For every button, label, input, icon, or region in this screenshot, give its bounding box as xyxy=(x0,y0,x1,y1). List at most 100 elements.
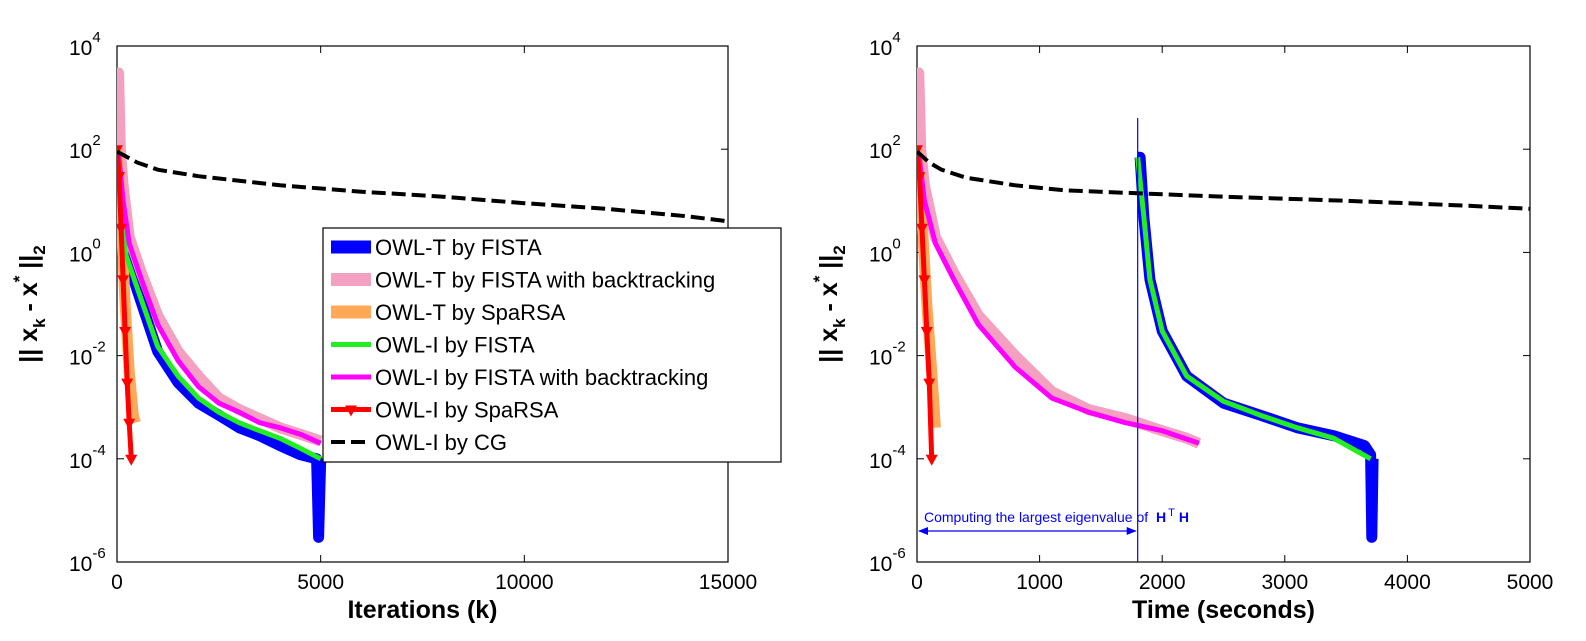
y-tick-exponent: 0 xyxy=(92,235,100,252)
series-group xyxy=(117,67,728,543)
x-tick-label: 3000 xyxy=(1261,571,1308,594)
y-label-sub-2: 2 xyxy=(30,245,49,254)
y-label-norm-open: || xyxy=(815,342,843,363)
y-label-norm-open: || xyxy=(15,342,43,363)
y-tick-label: 102 xyxy=(869,132,901,163)
y-label-minus: - xyxy=(15,296,43,318)
legend-entry-label: OWL-T by SpaRSA xyxy=(375,300,566,325)
y-label-x: x xyxy=(15,328,43,342)
y-label-star: * xyxy=(810,275,829,282)
y-tick-base: 10 xyxy=(869,243,892,266)
series-marker xyxy=(920,326,933,338)
x-tick-label: 4000 xyxy=(1384,571,1431,594)
y-tick-exponent: -6 xyxy=(892,545,905,562)
annotation-H: H xyxy=(1156,509,1166,525)
y-tick-label: 100 xyxy=(69,235,101,266)
y-label-sub-k: k xyxy=(830,318,849,328)
y-tick-exponent: -6 xyxy=(92,545,105,562)
arrow-left-icon xyxy=(918,527,928,535)
y-label-sub-2: 2 xyxy=(830,245,849,254)
x-axis-label: Time (seconds) xyxy=(1132,596,1315,624)
y-tick-label: 10-4 xyxy=(69,442,106,473)
arrow-right-icon xyxy=(1126,527,1137,535)
y-tick-label: 10-6 xyxy=(869,545,906,576)
legend-entry-label: OWL-I by FISTA with backtracking xyxy=(375,365,708,390)
y-tick-base: 10 xyxy=(869,37,892,60)
legend-box xyxy=(322,227,782,463)
x-tick-label: 15000 xyxy=(699,571,757,594)
y-label-norm-close: || xyxy=(815,255,843,276)
y-tick-base: 10 xyxy=(869,347,892,370)
y-tick-base: 10 xyxy=(69,243,92,266)
y-tick-label: 104 xyxy=(69,29,101,60)
y-tick-exponent: 4 xyxy=(92,29,100,46)
x-tick-label: 1000 xyxy=(1016,571,1063,594)
y-label-sub-k: k xyxy=(30,318,49,328)
series-marker xyxy=(917,172,926,184)
legend-entry-label: OWL-I by SpaRSA xyxy=(375,398,559,423)
y-tick-label: 10-2 xyxy=(69,339,106,370)
y-tick-base: 10 xyxy=(69,553,92,576)
series-marker xyxy=(917,223,928,235)
x-tick-label: 5000 xyxy=(297,571,344,594)
y-label-norm-close: || xyxy=(15,255,43,276)
series-marker xyxy=(119,326,132,338)
y-tick-label: 102 xyxy=(69,132,101,163)
legend-marker xyxy=(345,405,357,417)
y-tick-exponent: -2 xyxy=(92,339,105,356)
y-axis-label: || xk - x* ||2 xyxy=(810,245,849,362)
series-marker xyxy=(923,378,936,390)
series-line-owl-i-by-fista-with-backtracking xyxy=(117,148,322,446)
series-marker xyxy=(117,223,128,235)
series-marker xyxy=(117,275,130,287)
x-tick-label: 2000 xyxy=(1139,571,1186,594)
y-tick-base: 10 xyxy=(69,347,92,370)
y-tick-exponent: 0 xyxy=(892,235,900,252)
annotation-H2: H xyxy=(1179,509,1189,525)
y-label-x: x xyxy=(815,328,843,342)
y-tick-label: 104 xyxy=(869,29,901,60)
y-label-x-star: x xyxy=(15,282,43,296)
legend: OWL-T by FISTA OWL-T by FISTA with backtr… xyxy=(322,227,782,463)
legend-entry-label: OWL-I by CG xyxy=(375,430,507,455)
y-tick-label: 10-2 xyxy=(869,339,906,370)
y-tick-base: 10 xyxy=(69,37,92,60)
legend-entry-label: OWL-T by FISTA xyxy=(375,235,542,260)
y-tick-base: 10 xyxy=(869,450,892,473)
annotation-text-prefix: Computing the largest eigenvalue of xyxy=(924,509,1152,525)
series-line-owl-i-by-fista-with-backtracking xyxy=(917,148,1200,446)
y-tick-base: 10 xyxy=(869,553,892,576)
y-label-x-star: x xyxy=(815,282,843,296)
x-tick-label: 10000 xyxy=(495,571,553,594)
series-group xyxy=(917,67,1530,543)
y-tick-base: 10 xyxy=(69,450,92,473)
y-tick-exponent: 4 xyxy=(892,29,900,46)
series-line-owl-i-by-cg xyxy=(117,149,728,224)
y-tick-label: 10-6 xyxy=(69,545,106,576)
series-marker xyxy=(117,172,126,184)
series-marker xyxy=(918,275,931,287)
x-tick-label: 5000 xyxy=(1507,571,1554,594)
legend-entry-label: OWL-I by FISTA xyxy=(375,333,535,358)
y-tick-base: 10 xyxy=(869,140,892,163)
series-marker xyxy=(121,378,134,390)
plot-area xyxy=(916,45,1531,563)
y-tick-exponent: -2 xyxy=(892,339,905,356)
annotation-T-superscript: T xyxy=(1168,507,1175,519)
x-tick-label: 0 xyxy=(111,571,123,594)
series-line-owl-i-by-sparsa xyxy=(117,149,134,459)
y-tick-base: 10 xyxy=(69,140,92,163)
series-line-owl-i-by-fista xyxy=(117,149,322,462)
y-tick-exponent: -4 xyxy=(92,442,105,459)
y-label-minus: - xyxy=(815,296,843,318)
y-tick-exponent: 2 xyxy=(92,132,100,149)
y-label-star: * xyxy=(10,275,29,282)
x-axis-label: Iterations (k) xyxy=(347,596,497,624)
y-axis-label: || xk - x* ||2 xyxy=(10,245,49,362)
x-tick-label: 0 xyxy=(911,571,923,594)
